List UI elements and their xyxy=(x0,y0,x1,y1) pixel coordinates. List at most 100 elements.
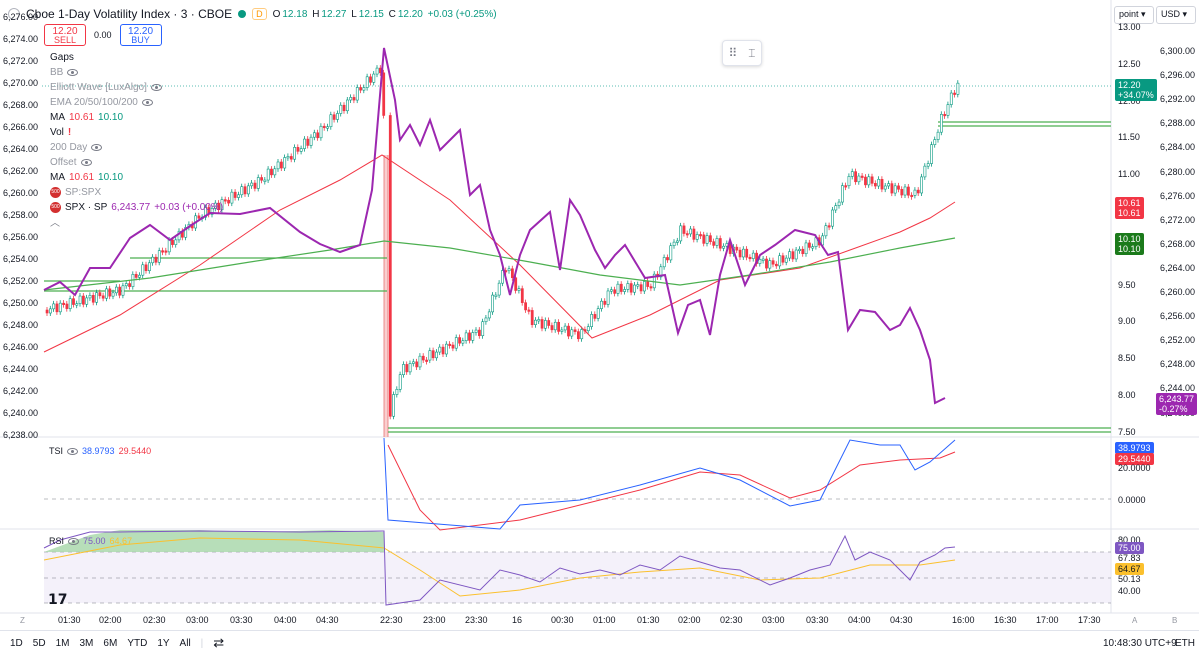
tf-ytd[interactable]: YTD xyxy=(127,637,148,649)
indicator-vol[interactable]: Vol! xyxy=(50,127,72,138)
text-cursor-icon[interactable]: ⌶ xyxy=(748,45,756,60)
currency-select[interactable]: USD ▾ xyxy=(1156,6,1196,24)
collapse-legend-icon[interactable]: ︿ xyxy=(50,218,60,229)
candle-body xyxy=(652,273,656,289)
clock[interactable]: 10:48:30 UTC+9 xyxy=(1103,637,1177,649)
eye-icon[interactable] xyxy=(150,84,162,91)
chart-legend: Cboe 1-Day Volatility Index · 3 · CBOE D… xyxy=(8,6,499,22)
indicator-gaps[interactable]: Gaps xyxy=(50,52,74,63)
tf-1d[interactable]: 1D xyxy=(10,637,23,649)
candle-body xyxy=(831,209,834,227)
rsi-legend[interactable]: RSI 75.00 64.67 xyxy=(49,536,133,546)
candle-body xyxy=(345,99,349,112)
tf-all[interactable]: All xyxy=(179,637,191,649)
candle-body xyxy=(441,346,445,355)
floating-toolbar[interactable]: ⠿ ⌶ xyxy=(722,40,762,66)
indicator-ema[interactable]: EMA 20/50/100/200 xyxy=(50,95,223,110)
time-axis[interactable]: 01:30 02:00 02:30 03:00 03:30 04:00 04:30 22:30… xyxy=(0,613,1199,629)
candle-body xyxy=(864,176,867,186)
candle-body xyxy=(636,284,640,287)
tf-6m[interactable]: 6M xyxy=(103,637,118,649)
indicator-elliott-wave[interactable]: Elliott Wave [LuxAlgo] xyxy=(50,80,223,95)
date-range-icon[interactable]: ⇄ xyxy=(213,635,225,650)
rsi-line xyxy=(43,530,956,606)
tf-1m[interactable]: 1M xyxy=(55,637,70,649)
eye-icon[interactable] xyxy=(68,537,80,545)
candle-body xyxy=(774,263,778,267)
tf-3m[interactable]: 3M xyxy=(79,637,94,649)
indicator-200-day[interactable]: 200 Day xyxy=(50,140,223,155)
tf-1y[interactable]: 1Y xyxy=(157,637,170,649)
buy-button[interactable]: 12.20 BUY xyxy=(119,24,162,46)
candle-body xyxy=(382,72,386,116)
candle-body xyxy=(573,329,577,332)
candle-body xyxy=(411,361,415,364)
candle-body xyxy=(603,300,607,305)
left-axis-tick: 6,238.00 xyxy=(3,430,39,440)
left-axis-tick: 6,240.00 xyxy=(3,408,39,418)
z-icon[interactable]: Z xyxy=(20,616,25,625)
a-icon[interactable]: A xyxy=(1132,616,1138,625)
indicator-ma-2[interactable]: MA 10.61 10.10 xyxy=(50,172,124,183)
candle-body xyxy=(289,156,293,160)
candle-body xyxy=(633,284,636,293)
candle-body xyxy=(454,337,458,349)
tsi-axis-0: 0.0000 xyxy=(1118,495,1146,505)
candle-body xyxy=(629,283,633,293)
candle-body xyxy=(949,92,953,105)
scale-mode-select[interactable]: point ▾ xyxy=(1114,6,1154,24)
candle-body xyxy=(798,248,801,252)
candle-body xyxy=(105,288,108,299)
indicator-ma-1[interactable]: MA 10.61 10.10 xyxy=(50,112,124,123)
tsi-legend[interactable]: TSI 38.9793 29.5440 xyxy=(49,446,152,456)
session-toggle[interactable]: ETH xyxy=(1175,637,1195,649)
candle-body xyxy=(741,248,745,258)
drag-handle-icon[interactable]: ⠿ xyxy=(728,46,738,60)
candle-body xyxy=(768,260,772,269)
rsi-axis-6783: 67.83 xyxy=(1118,553,1141,563)
b-icon[interactable]: B xyxy=(1172,616,1178,625)
eye-icon[interactable] xyxy=(80,159,92,166)
indicator-list: Gaps BB Elliott Wave [LuxAlgo] EMA 20/50… xyxy=(50,50,223,215)
candle-body xyxy=(266,168,270,181)
vix-axis-tick: 12.50 xyxy=(1118,58,1141,69)
indicator-offset[interactable]: Offset xyxy=(50,155,223,170)
symbol-title[interactable]: Cboe 1-Day Volatility Index · 3 · CBOE xyxy=(26,7,233,21)
candle-body xyxy=(801,248,805,255)
indicator-sp-spx[interactable]: 500 SP:SPX xyxy=(50,187,102,198)
candle-body xyxy=(550,325,554,331)
candle-body xyxy=(827,225,831,228)
time-tick: 03:00 xyxy=(186,615,209,625)
candle-body xyxy=(296,147,300,152)
candle-body xyxy=(702,234,706,244)
eye-icon[interactable] xyxy=(67,447,79,455)
candle-body xyxy=(448,343,452,346)
market-status-icon[interactable] xyxy=(238,10,247,18)
candle-body xyxy=(850,171,854,177)
delayed-badge[interactable]: D xyxy=(252,8,267,20)
candle-body xyxy=(570,329,574,337)
eye-icon[interactable] xyxy=(67,69,79,76)
candle-body xyxy=(111,292,115,297)
alert-icon[interactable]: ! xyxy=(67,127,72,138)
gap-lines xyxy=(44,121,1111,433)
sell-button[interactable]: 12.20 SELL xyxy=(44,24,86,46)
candle-body xyxy=(847,176,851,187)
candle-body xyxy=(877,178,881,187)
left-axis-tick: 6,254.00 xyxy=(3,254,39,264)
candle-body xyxy=(48,308,52,314)
rsi-axis-80: 80.00 xyxy=(1118,535,1141,545)
candle-body xyxy=(623,289,627,292)
candle-body xyxy=(359,87,363,91)
tf-5d[interactable]: 5D xyxy=(32,637,46,649)
indicator-spx[interactable]: 500 SPX · SP 6,243.77 +0.03 (+0.00%) xyxy=(50,202,224,213)
eye-icon[interactable] xyxy=(91,144,103,151)
time-tick: 17:30 xyxy=(1078,615,1101,625)
tradingview-logo[interactable]: 17 xyxy=(48,592,68,608)
eye-icon[interactable] xyxy=(141,99,153,106)
time-tick: 16:30 xyxy=(994,615,1017,625)
indicator-bb[interactable]: BB xyxy=(50,65,223,80)
vix-axis-tick: 13.00 xyxy=(1118,22,1141,32)
candle-body xyxy=(237,194,240,198)
